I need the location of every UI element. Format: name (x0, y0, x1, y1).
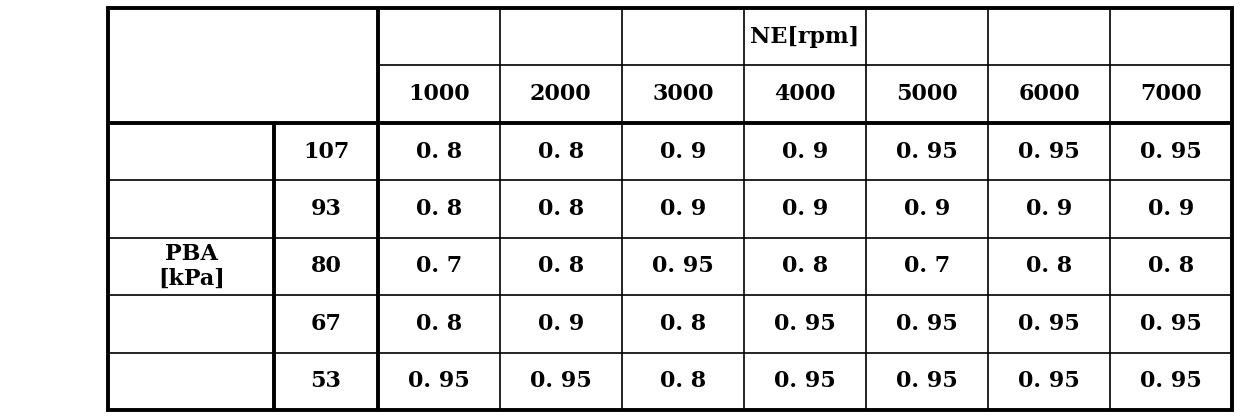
Text: 0. 8: 0. 8 (660, 370, 706, 392)
Text: 0. 7: 0. 7 (904, 255, 950, 278)
Text: 0. 9: 0. 9 (781, 140, 828, 163)
Text: 107: 107 (303, 140, 350, 163)
Text: 0. 8: 0. 8 (1025, 255, 1073, 278)
Text: 0. 9: 0. 9 (660, 140, 706, 163)
Text: 0. 8: 0. 8 (660, 313, 706, 335)
Text: 0. 95: 0. 95 (1140, 313, 1202, 335)
Text: 0. 95: 0. 95 (408, 370, 470, 392)
Text: 0. 95: 0. 95 (774, 313, 836, 335)
Text: 80: 80 (310, 255, 341, 278)
Text: 0. 8: 0. 8 (415, 140, 463, 163)
Text: 1000: 1000 (408, 83, 470, 105)
Text: 0. 9: 0. 9 (660, 198, 706, 220)
Text: 0. 8: 0. 8 (538, 255, 584, 278)
Text: 0. 8: 0. 8 (1148, 255, 1194, 278)
Text: 6000: 6000 (1018, 83, 1080, 105)
Text: 53: 53 (310, 370, 341, 392)
Text: 0. 95: 0. 95 (897, 140, 957, 163)
Text: 0. 8: 0. 8 (415, 198, 463, 220)
Text: 0. 8: 0. 8 (781, 255, 828, 278)
Text: 0. 9: 0. 9 (904, 198, 950, 220)
Text: NE[rpm]: NE[rpm] (750, 26, 859, 48)
Text: PBA
[kPa]: PBA [kPa] (157, 243, 224, 290)
Text: 0. 95: 0. 95 (1018, 313, 1080, 335)
Text: 0. 95: 0. 95 (897, 370, 957, 392)
Text: 0. 95: 0. 95 (1140, 140, 1202, 163)
Text: 0. 9: 0. 9 (538, 313, 584, 335)
Text: 67: 67 (310, 313, 341, 335)
Text: 93: 93 (310, 198, 341, 220)
Text: 7000: 7000 (1140, 83, 1202, 105)
Text: 0. 9: 0. 9 (1025, 198, 1073, 220)
Text: 0. 95: 0. 95 (652, 255, 714, 278)
Text: 0. 95: 0. 95 (897, 313, 957, 335)
Text: 0. 9: 0. 9 (1148, 198, 1194, 220)
Text: 0. 8: 0. 8 (538, 140, 584, 163)
Text: 0. 95: 0. 95 (774, 370, 836, 392)
Text: 0. 9: 0. 9 (781, 198, 828, 220)
Text: 3000: 3000 (652, 83, 713, 105)
Text: 0. 95: 0. 95 (1018, 370, 1080, 392)
Text: 5000: 5000 (897, 83, 957, 105)
Text: 0. 7: 0. 7 (415, 255, 463, 278)
Text: 4000: 4000 (774, 83, 836, 105)
Text: 0. 95: 0. 95 (529, 370, 591, 392)
Text: 0. 95: 0. 95 (1018, 140, 1080, 163)
Text: 0. 8: 0. 8 (415, 313, 463, 335)
Text: 0. 95: 0. 95 (1140, 370, 1202, 392)
Text: 2000: 2000 (529, 83, 591, 105)
Text: 0. 8: 0. 8 (538, 198, 584, 220)
